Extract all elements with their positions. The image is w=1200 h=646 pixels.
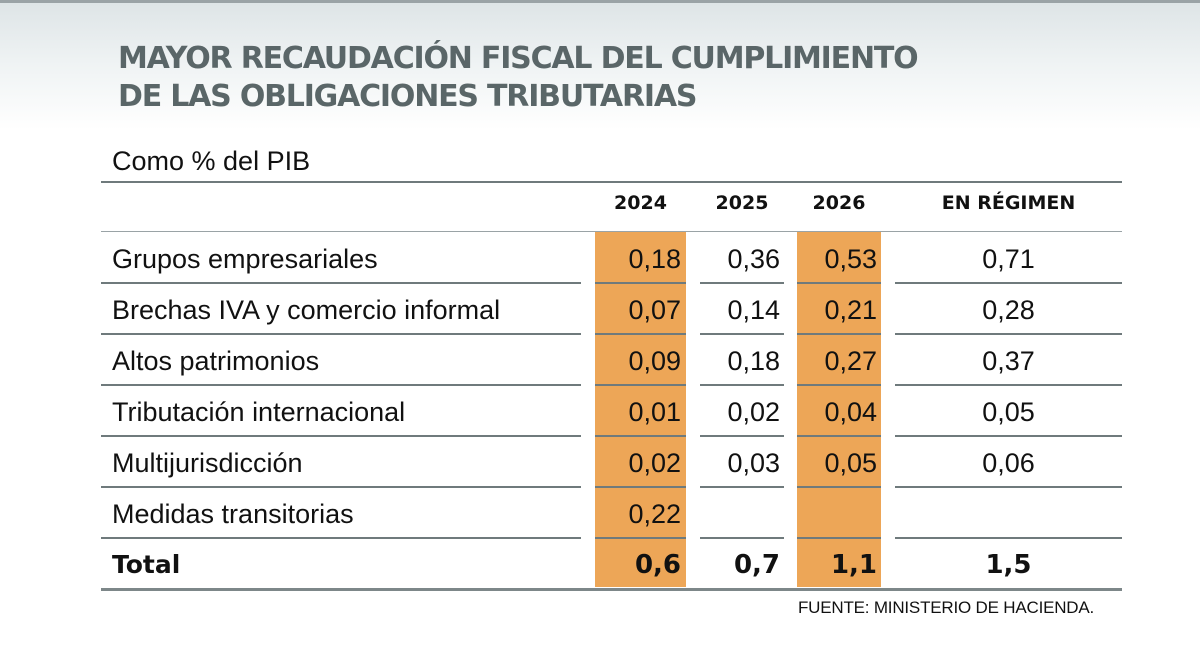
cell-value-2026: 0,21 xyxy=(824,295,877,325)
row-rule xyxy=(700,282,784,284)
cell-value-2025: 0,18 xyxy=(727,346,780,376)
cell-value-en-r-gimen: 0,06 xyxy=(982,448,1035,478)
row-rule xyxy=(595,486,686,488)
cell-value-2026: 0,53 xyxy=(824,244,877,274)
total-value-2026: 1,1 xyxy=(830,550,877,580)
source-note: FUENTE: MINISTERIO DE HACIENDA. xyxy=(798,598,1095,617)
row-rule xyxy=(895,486,1122,488)
cell-value-2024: 0,09 xyxy=(628,346,681,376)
highlight-column-2026 xyxy=(797,231,881,587)
row-rule xyxy=(797,435,881,437)
row-rule xyxy=(101,282,581,284)
table-top-rule xyxy=(101,181,1122,183)
column-header-en-regimen: EN RÉGIMEN xyxy=(941,192,1076,214)
row-label: Tributación internacional xyxy=(112,397,406,427)
column-header-2024: 2024 xyxy=(614,192,667,214)
total-value-en-r-gimen: 1,5 xyxy=(985,550,1032,580)
row-label: Medidas transitorias xyxy=(112,499,354,529)
header-rule xyxy=(101,231,1122,232)
row-rule xyxy=(595,333,686,335)
row-rule xyxy=(101,537,581,539)
row-rule xyxy=(797,333,881,335)
chart-title: MAYOR RECAUDACIÓN FISCAL DEL CUMPLIMIENT… xyxy=(118,40,919,116)
total-value-2024: 0,6 xyxy=(634,550,681,580)
cell-value-en-r-gimen: 0,71 xyxy=(982,244,1035,274)
cell-value-2024: 0,22 xyxy=(628,499,681,529)
row-label: Grupos empresariales xyxy=(112,244,378,274)
row-rule xyxy=(595,282,686,284)
column-header-2026: 2026 xyxy=(812,192,866,214)
row-label: Multijurisdicción xyxy=(112,448,303,478)
highlight-column-2024 xyxy=(595,231,686,587)
chart-title-line-1: MAYOR RECAUDACIÓN FISCAL DEL CUMPLIMIENT… xyxy=(118,41,919,76)
row-rule xyxy=(895,384,1122,386)
row-rule xyxy=(895,282,1122,284)
row-rule xyxy=(700,486,784,488)
cell-value-2026: 0,27 xyxy=(824,346,877,376)
cell-value-2024: 0,07 xyxy=(628,295,681,325)
row-rule xyxy=(101,384,581,386)
row-rule xyxy=(895,537,1122,539)
row-rule xyxy=(595,384,686,386)
chart-subtitle: Como % del PIB xyxy=(112,146,311,176)
row-label: Altos patrimonios xyxy=(112,346,320,376)
cell-value-en-r-gimen: 0,37 xyxy=(982,346,1035,376)
cell-value-2025: 0,03 xyxy=(727,448,780,478)
cell-value-2024: 0,18 xyxy=(628,244,681,274)
cell-value-2025: 0,14 xyxy=(727,295,780,325)
row-rule xyxy=(101,486,581,488)
row-rule xyxy=(595,435,686,437)
chart-title-line-2: DE LAS OBLIGACIONES TRIBUTARIAS xyxy=(118,79,697,114)
row-rule xyxy=(700,333,784,335)
cell-value-2024: 0,02 xyxy=(628,448,681,478)
row-rule xyxy=(700,537,784,539)
cell-value-2025: 0,36 xyxy=(727,244,780,274)
total-label: Total xyxy=(112,550,181,579)
cell-value-en-r-gimen: 0,05 xyxy=(982,397,1035,427)
top-border xyxy=(0,0,1200,3)
cell-value-2026: 0,05 xyxy=(824,448,877,478)
total-value-2025: 0,7 xyxy=(733,550,780,580)
cell-value-en-r-gimen: 0,28 xyxy=(982,295,1035,325)
row-rule xyxy=(797,282,881,284)
row-rule xyxy=(101,333,581,335)
row-rule xyxy=(797,384,881,386)
row-rule xyxy=(595,537,686,539)
row-rule xyxy=(797,486,881,488)
row-rule xyxy=(797,537,881,539)
row-label: Brechas IVA y comercio informal xyxy=(112,295,501,325)
row-rule xyxy=(700,435,784,437)
row-rule xyxy=(895,435,1122,437)
row-rule xyxy=(700,384,784,386)
column-header-2025: 2025 xyxy=(715,192,769,214)
cell-value-2026: 0,04 xyxy=(824,397,877,427)
cell-value-2024: 0,01 xyxy=(628,397,681,427)
row-rule xyxy=(101,435,581,437)
row-rule xyxy=(101,588,1122,591)
cell-value-2025: 0,02 xyxy=(727,397,780,427)
row-rule xyxy=(895,333,1122,335)
